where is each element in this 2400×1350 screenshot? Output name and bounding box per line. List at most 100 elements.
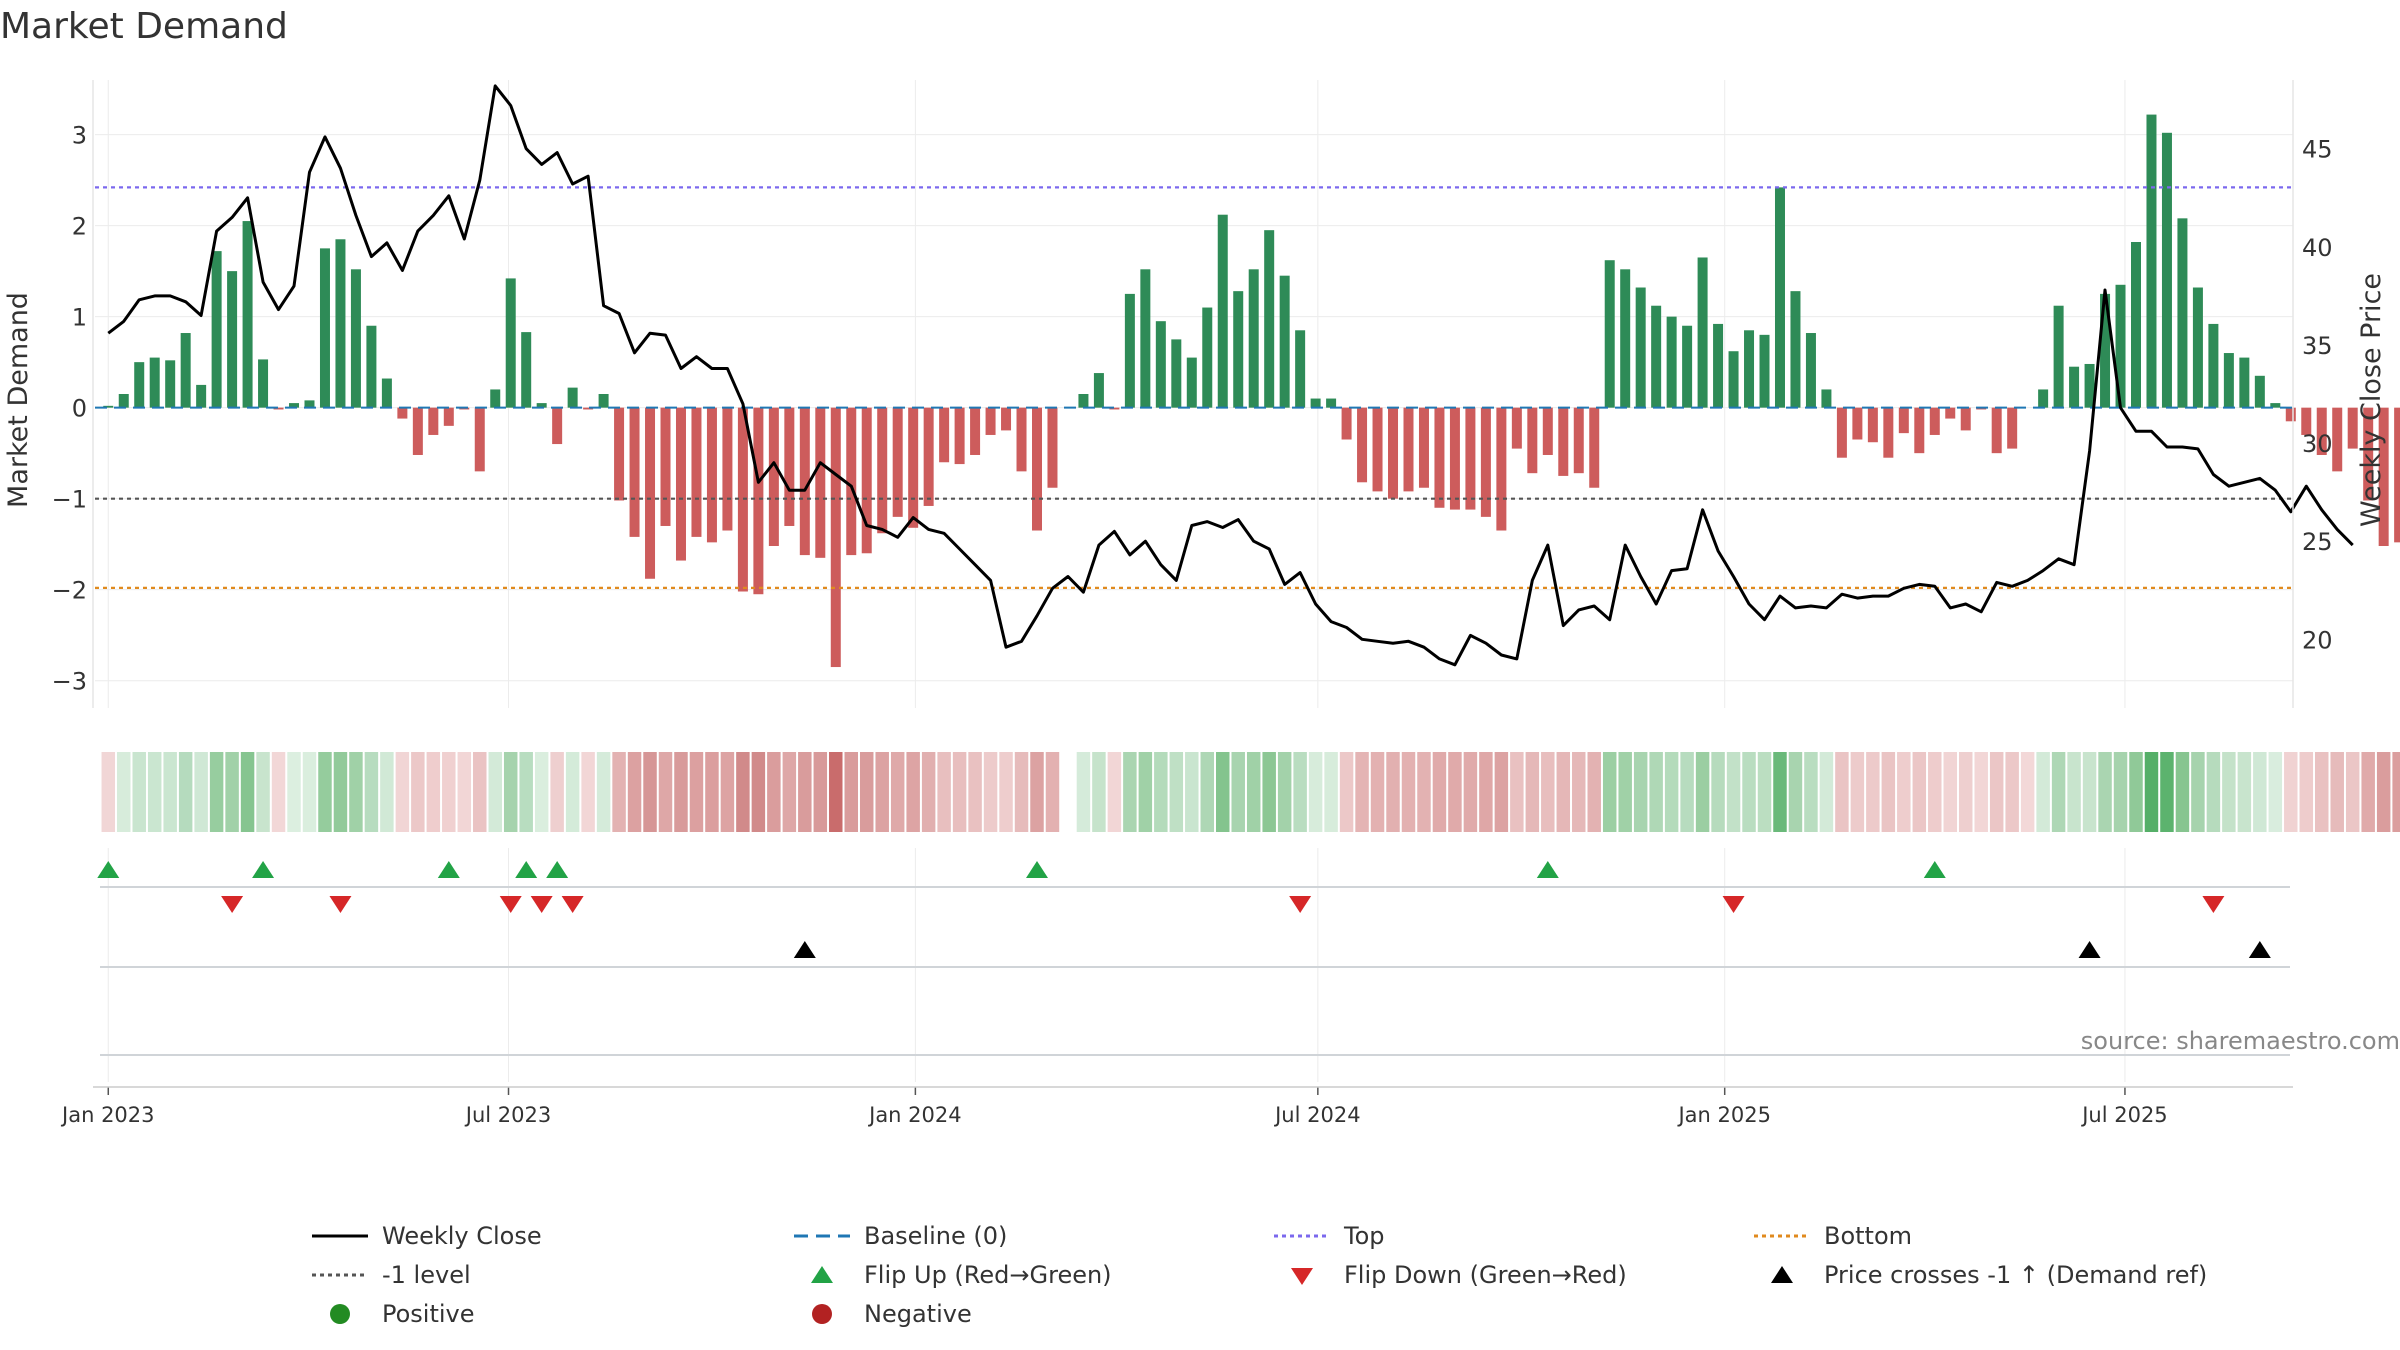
heat-cell xyxy=(2284,752,2298,832)
heat-cell xyxy=(426,752,441,832)
heat-cell xyxy=(1185,752,1199,832)
heat-cell xyxy=(473,752,487,832)
demand-bar-negative xyxy=(2347,407,2358,449)
flip-down-marker xyxy=(221,896,244,913)
y-tick-label-left: −2 xyxy=(52,577,87,605)
flip-down-icon xyxy=(1272,1263,1332,1287)
demand-bar-negative xyxy=(815,407,826,558)
demand-bar-negative xyxy=(412,407,423,455)
demand-bar-negative xyxy=(1032,407,1042,531)
legend-label-weekly-close: Weekly Close xyxy=(382,1222,542,1250)
heat-cell xyxy=(736,752,750,832)
heat-cell xyxy=(952,752,967,832)
demand-bar-negative xyxy=(1991,407,2002,454)
heat-cell xyxy=(1510,752,1524,832)
demand-bar-positive xyxy=(1295,330,1306,408)
demand-bar-negative xyxy=(273,407,284,410)
y-tick-label-right: 40 xyxy=(2302,234,2333,262)
heat-cell xyxy=(1819,752,1834,832)
demand-heat-strip xyxy=(101,752,2400,832)
heat-cell xyxy=(627,752,642,832)
heat-cell xyxy=(1262,752,1276,832)
heat-cell xyxy=(720,752,735,832)
demand-bar-positive xyxy=(1186,357,1197,408)
heat-cell xyxy=(767,752,781,832)
heat-cell xyxy=(503,752,518,832)
heat-cell xyxy=(2315,752,2329,832)
heat-cell xyxy=(147,752,162,832)
demand-bar-positive xyxy=(1248,269,1259,408)
heat-cell xyxy=(1958,752,1973,832)
heat-cell xyxy=(596,752,611,832)
heat-cell xyxy=(2376,752,2391,832)
axes-layer: 3 2 1 0 −1 −2 −3 45 40 35 30 25 20 Jan 2023 Jul 2023 Ja… xyxy=(52,80,2333,1127)
demand-bar-positive xyxy=(1790,291,1801,408)
heat-cell xyxy=(1881,752,1896,832)
heat-cell xyxy=(1448,752,1462,832)
heat-cell xyxy=(705,752,719,832)
heat-cell xyxy=(2237,752,2252,832)
demand-bar-negative xyxy=(1589,407,1600,488)
demand-bar-positive xyxy=(2115,284,2126,408)
heat-cell xyxy=(751,752,766,832)
demand-bar-negative xyxy=(2301,407,2312,435)
x-tick-label: Jan 2024 xyxy=(867,1103,962,1127)
heat-cell xyxy=(937,752,951,832)
y-axis-label-left: Market Demand xyxy=(3,292,34,508)
heat-cell xyxy=(488,752,502,832)
heat-cell xyxy=(2020,752,2035,832)
heat-cell xyxy=(1200,752,1215,832)
demand-bar-negative xyxy=(629,407,640,537)
flip-up-marker xyxy=(546,861,569,878)
heat-cell xyxy=(318,752,332,832)
price-cross-icon xyxy=(1752,1263,1812,1287)
demand-bar-negative xyxy=(1047,407,1058,488)
heat-cell xyxy=(1339,752,1354,832)
legend-label-negative: Negative xyxy=(864,1300,972,1328)
demand-bar-positive xyxy=(1805,333,1816,408)
legend-label-minus-one: -1 level xyxy=(382,1261,471,1289)
demand-bar-negative xyxy=(1883,407,1894,458)
heat-cell xyxy=(534,752,549,832)
legend-item-weekly-close: Weekly Close xyxy=(310,1222,542,1250)
heat-cell xyxy=(457,752,472,832)
heat-cell xyxy=(689,752,704,832)
flip-down-marker xyxy=(530,896,553,913)
heat-cell xyxy=(271,752,286,832)
demand-bars xyxy=(103,114,2400,668)
demand-bar-positive xyxy=(134,362,145,408)
heat-cell xyxy=(1633,752,1648,832)
heat-cell xyxy=(983,752,998,832)
heat-cell xyxy=(1386,752,1400,832)
flip-up-marker xyxy=(1923,861,1946,878)
heat-cell xyxy=(1742,752,1756,832)
demand-bar-negative xyxy=(954,407,965,465)
heat-cell xyxy=(1154,752,1168,832)
heat-cell xyxy=(1463,752,1478,832)
heat-cell xyxy=(581,752,595,832)
heat-cell xyxy=(1850,752,1865,832)
heat-cell xyxy=(674,752,688,832)
demand-bar-positive xyxy=(2254,375,2265,408)
flip-down-marker xyxy=(1722,896,1745,913)
demand-bar-negative xyxy=(2332,407,2343,472)
close-line-layer xyxy=(107,84,2354,667)
demand-bar-negative xyxy=(1914,407,1925,454)
flip-down-marker xyxy=(561,896,584,913)
demand-bar-negative xyxy=(2394,407,2400,543)
demand-bar-negative xyxy=(2285,407,2296,422)
demand-bar-positive xyxy=(227,271,238,408)
demand-bar-positive xyxy=(1604,260,1615,408)
demand-bar-positive xyxy=(2208,323,2219,408)
legend-swatch-minus-one xyxy=(310,1263,370,1287)
demand-bar-negative xyxy=(784,407,795,526)
legend-item-positive: Positive xyxy=(310,1300,475,1328)
demand-bar-negative xyxy=(1109,407,1120,410)
heat-cell xyxy=(1664,752,1679,832)
demand-bar-positive xyxy=(2192,287,2203,408)
demand-bar-negative xyxy=(1388,407,1399,499)
demand-bar-negative xyxy=(1852,407,1863,440)
heat-cell xyxy=(2082,752,2097,832)
price-cross-marker xyxy=(793,941,816,958)
